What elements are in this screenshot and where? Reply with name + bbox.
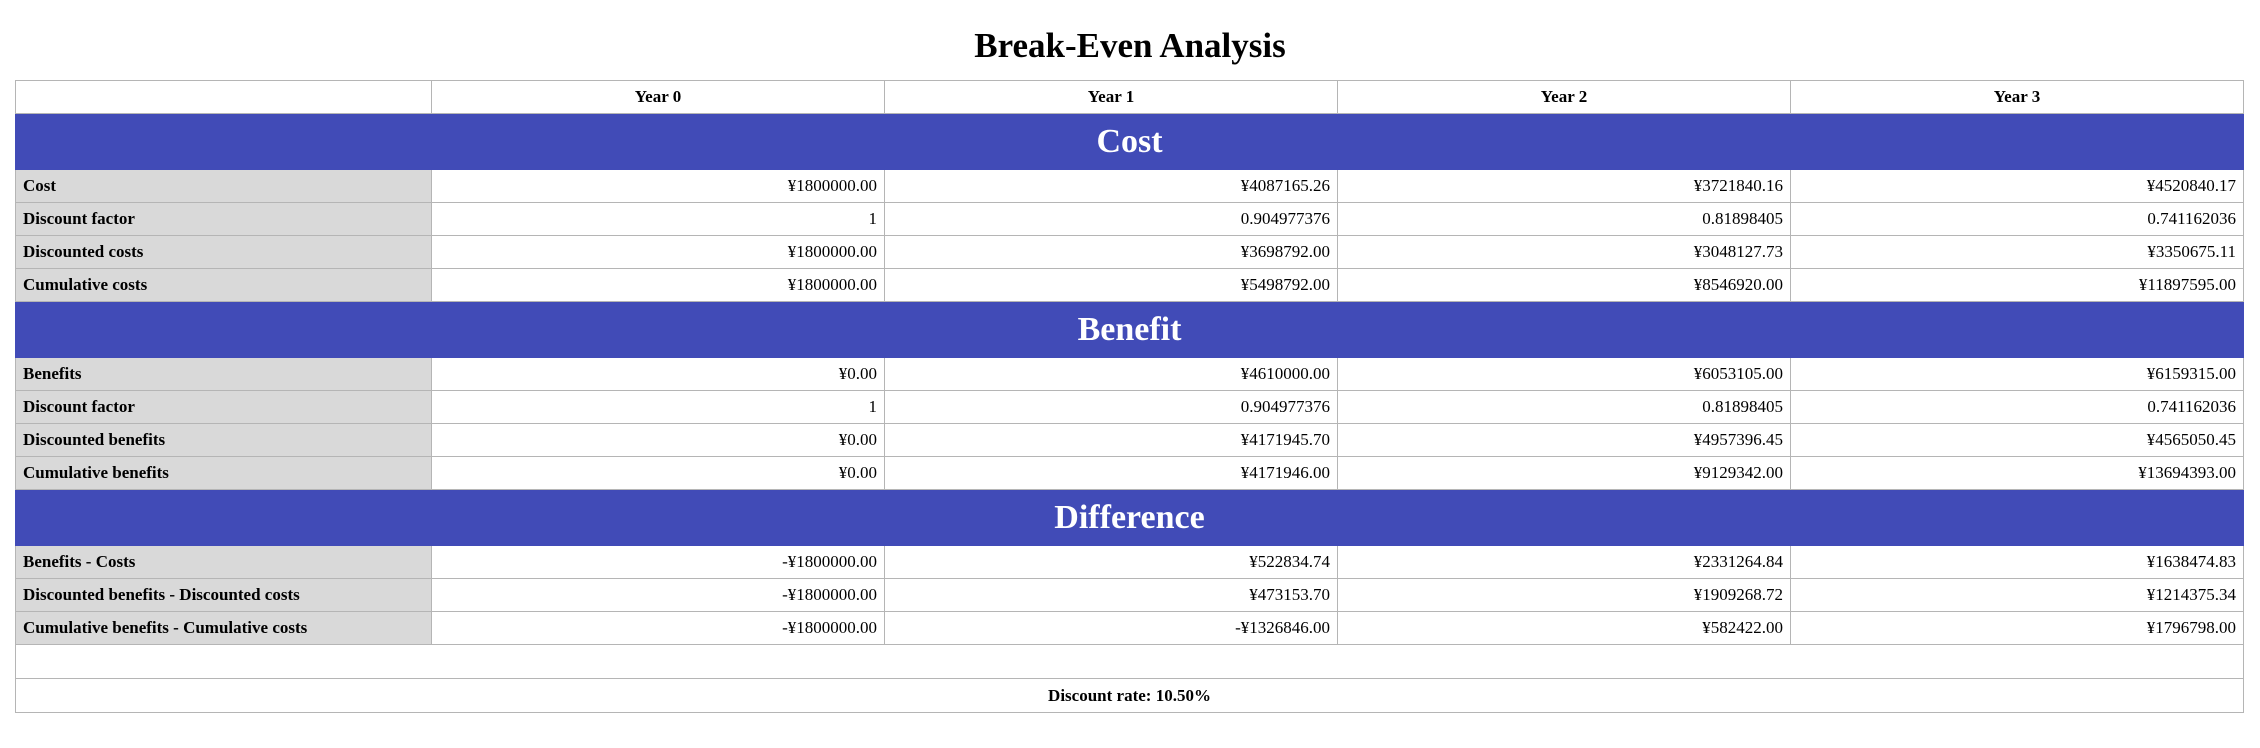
value-cell-year-2: ¥2331264.84 [1337, 545, 1791, 579]
footer-row: Discount rate: 10.50% [15, 678, 2244, 713]
table-row: Benefits ¥0.00 ¥4610000.00 ¥6053105.00 ¥6159… [15, 357, 2244, 391]
value-cell-year-1: ¥5498792.00 [884, 268, 1338, 302]
column-header-year-0: Year 0 [431, 80, 885, 114]
value-cell-year-1: 0.904977376 [884, 390, 1338, 424]
value-cell-year-3: ¥4520840.17 [1790, 169, 2244, 203]
break-even-table-container: Year 0 Year 1 Year 2 Year 3 Cost Cost ¥180… [15, 80, 2244, 713]
value-cell-year-3: ¥1796798.00 [1790, 611, 2244, 645]
value-cell-year-1: -¥1326846.00 [884, 611, 1338, 645]
table-row: Discounted benefits ¥0.00 ¥4171945.70 ¥4957… [15, 423, 2244, 457]
value-cell-year-0: 1 [431, 202, 885, 236]
table-row: Discount factor 1 0.904977376 0.81898405 0.7… [15, 202, 2244, 236]
column-header-year-2: Year 2 [1337, 80, 1791, 114]
value-cell-year-0: ¥1800000.00 [431, 268, 885, 302]
value-cell-year-2: ¥582422.00 [1337, 611, 1791, 645]
row-label: Cumulative benefits - Cumulative costs [15, 611, 432, 645]
value-cell-year-0: -¥1800000.00 [431, 578, 885, 612]
column-header-year-3: Year 3 [1790, 80, 2244, 114]
row-label: Discounted benefits [15, 423, 432, 457]
value-cell-year-2: ¥6053105.00 [1337, 357, 1791, 391]
value-cell-year-2: 0.81898405 [1337, 202, 1791, 236]
table-body: Cost Cost ¥1800000.00 ¥4087165.26 ¥3721840.1… [15, 113, 2244, 713]
value-cell-year-3: 0.741162036 [1790, 390, 2244, 424]
row-label: Benefits - Costs [15, 545, 432, 579]
page-title: Break-Even Analysis [974, 26, 1286, 65]
section-header-row: Difference [15, 489, 2244, 546]
table-row: Benefits - Costs -¥1800000.00 ¥522834.74 ¥2… [15, 545, 2244, 579]
value-cell-year-0: -¥1800000.00 [431, 611, 885, 645]
value-cell-year-3: ¥1214375.34 [1790, 578, 2244, 612]
value-cell-year-0: ¥0.00 [431, 456, 885, 490]
break-even-table: Year 0 Year 1 Year 2 Year 3 Cost Cost ¥180… [15, 80, 2244, 713]
value-cell-year-3: ¥3350675.11 [1790, 235, 2244, 269]
row-label: Cost [15, 169, 432, 203]
value-cell-year-3: ¥4565050.45 [1790, 423, 2244, 457]
value-cell-year-3: ¥13694393.00 [1790, 456, 2244, 490]
section-header-row: Cost [15, 113, 2244, 170]
value-cell-year-3: ¥11897595.00 [1790, 268, 2244, 302]
value-cell-year-1: ¥473153.70 [884, 578, 1338, 612]
header-row: Year 0 Year 1 Year 2 Year 3 [15, 80, 2244, 114]
table-row: Discounted benefits - Discounted costs -¥… [15, 578, 2244, 612]
value-cell-year-2: ¥4957396.45 [1337, 423, 1791, 457]
table-row: Discount factor 1 0.904977376 0.81898405 0.7… [15, 390, 2244, 424]
value-cell-year-1: ¥522834.74 [884, 545, 1338, 579]
row-label: Benefits [15, 357, 432, 391]
row-label: Cumulative costs [15, 268, 432, 302]
value-cell-year-1: ¥4087165.26 [884, 169, 1338, 203]
value-cell-year-1: ¥4171945.70 [884, 423, 1338, 457]
table-row: Discounted costs ¥1800000.00 ¥3698792.00 ¥3… [15, 235, 2244, 269]
table-row: Cumulative costs ¥1800000.00 ¥5498792.00 ¥8… [15, 268, 2244, 302]
value-cell-year-0: ¥1800000.00 [431, 235, 885, 269]
spacer-cell [15, 644, 2244, 679]
value-cell-year-1: 0.904977376 [884, 202, 1338, 236]
discount-rate-note: Discount rate: 10.50% [15, 678, 2244, 713]
value-cell-year-1: ¥4171946.00 [884, 456, 1338, 490]
value-cell-year-0: ¥0.00 [431, 423, 885, 457]
value-cell-year-2: ¥3048127.73 [1337, 235, 1791, 269]
section-title-cost: Cost [15, 113, 2244, 170]
value-cell-year-3: ¥6159315.00 [1790, 357, 2244, 391]
section-header-row: Benefit [15, 301, 2244, 358]
value-cell-year-1: ¥4610000.00 [884, 357, 1338, 391]
row-label: Discount factor [15, 390, 432, 424]
row-label: Cumulative benefits [15, 456, 432, 490]
value-cell-year-2: ¥3721840.16 [1337, 169, 1791, 203]
value-cell-year-2: 0.81898405 [1337, 390, 1791, 424]
value-cell-year-3: 0.741162036 [1790, 202, 2244, 236]
spacer-row [15, 644, 2244, 679]
section-title-benefit: Benefit [15, 301, 2244, 358]
value-cell-year-0: ¥0.00 [431, 357, 885, 391]
table-row: Cumulative benefits - Cumulative costs -¥… [15, 611, 2244, 645]
value-cell-year-0: -¥1800000.00 [431, 545, 885, 579]
value-cell-year-3: ¥1638474.83 [1790, 545, 2244, 579]
value-cell-year-2: ¥8546920.00 [1337, 268, 1791, 302]
value-cell-year-2: ¥9129342.00 [1337, 456, 1791, 490]
value-cell-year-2: ¥1909268.72 [1337, 578, 1791, 612]
value-cell-year-0: 1 [431, 390, 885, 424]
row-label: Discounted benefits - Discounted costs [15, 578, 432, 612]
value-cell-year-0: ¥1800000.00 [431, 169, 885, 203]
column-header-year-1: Year 1 [884, 80, 1338, 114]
table-row: Cumulative benefits ¥0.00 ¥4171946.00 ¥9129… [15, 456, 2244, 490]
row-label: Discounted costs [15, 235, 432, 269]
row-label: Discount factor [15, 202, 432, 236]
header-corner [15, 80, 432, 114]
section-title-difference: Difference [15, 489, 2244, 546]
table-row: Cost ¥1800000.00 ¥4087165.26 ¥3721840.16 ¥45… [15, 169, 2244, 203]
value-cell-year-1: ¥3698792.00 [884, 235, 1338, 269]
